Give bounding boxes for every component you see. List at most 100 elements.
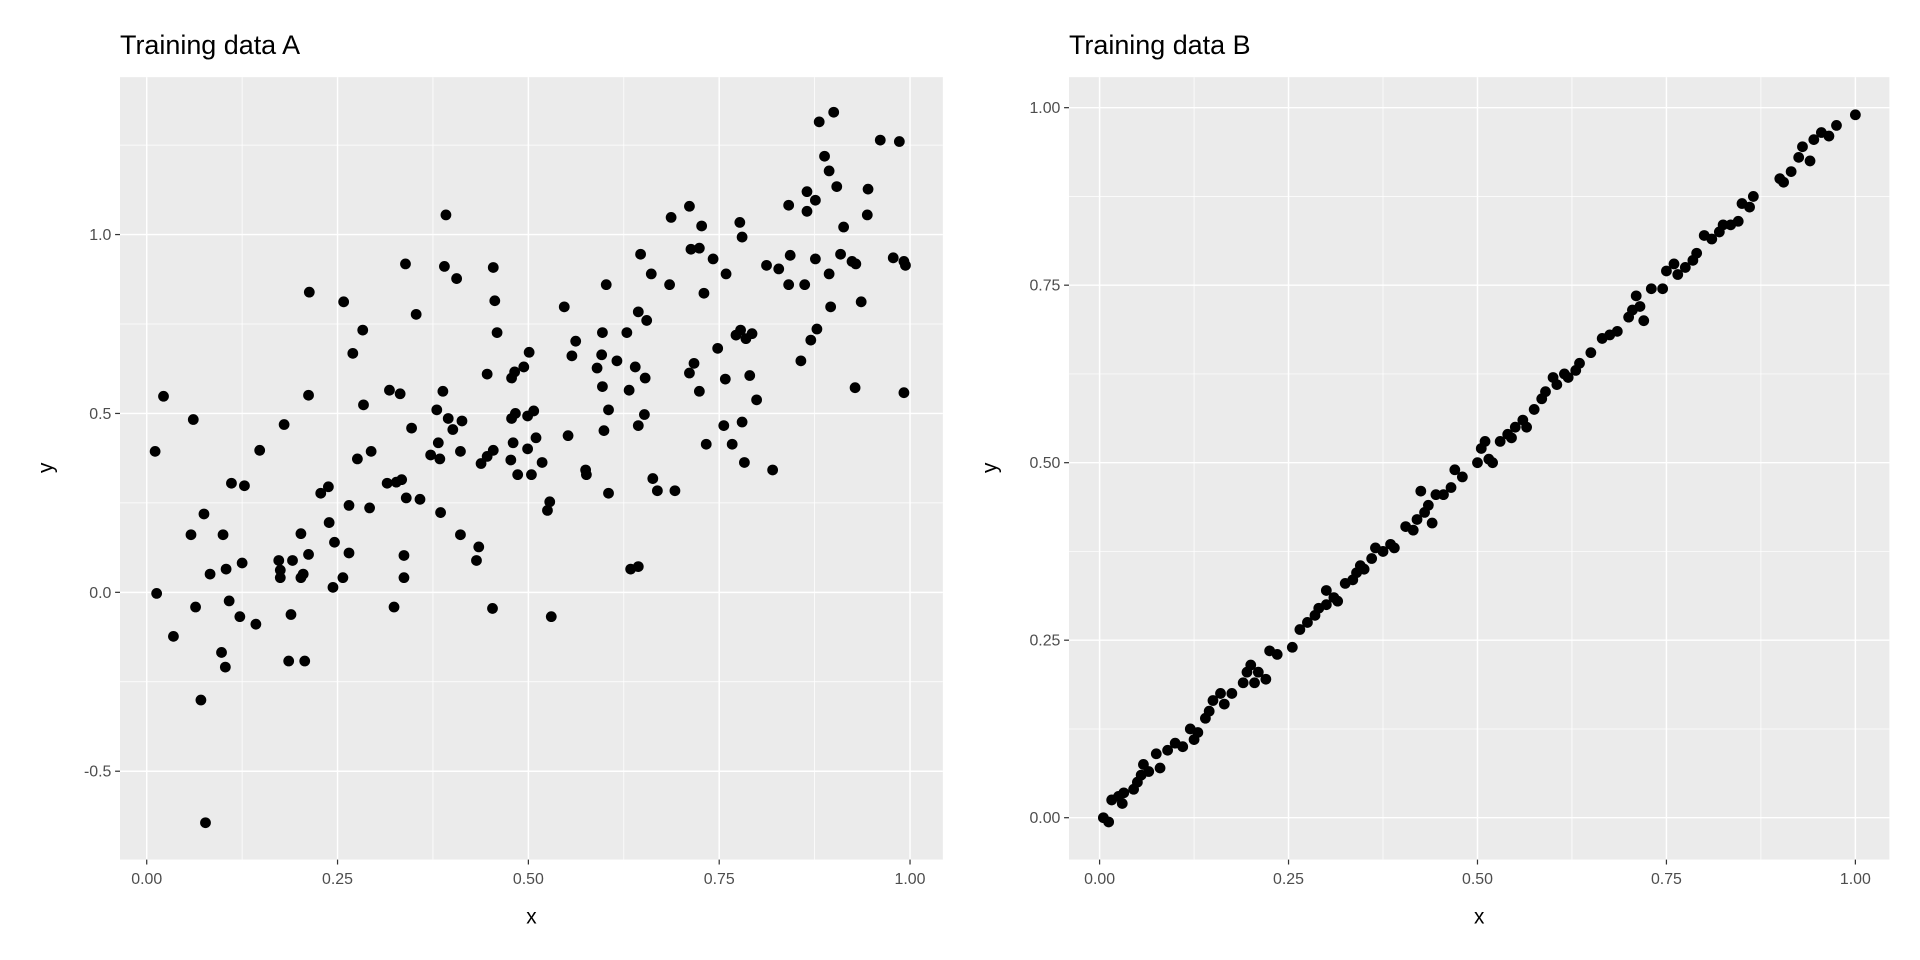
data-point: [217, 529, 229, 541]
data-point: [327, 581, 339, 593]
data-point: [435, 507, 446, 518]
data-point: [1672, 269, 1684, 280]
data-point: [425, 449, 437, 461]
data-point: [862, 183, 874, 195]
data-point: [629, 361, 641, 373]
plot-area: 0.00 0.25 0.50 0.75 1.00 0.00 0.25 0.50 0.75 1.00: [1029, 77, 1890, 888]
data-point: [611, 355, 623, 367]
data-point: [632, 420, 644, 432]
x-axis-title: x: [526, 905, 537, 928]
data-point: [431, 404, 443, 416]
y-tick-label: 0.0: [89, 585, 111, 602]
data-point: [322, 481, 334, 493]
data-point: [475, 458, 487, 469]
data-point: [187, 414, 199, 425]
data-point: [685, 243, 697, 255]
data-point: [1804, 155, 1816, 167]
x-tick-label: 0.25: [322, 871, 353, 888]
data-point: [887, 252, 899, 264]
data-point: [343, 547, 355, 559]
data-point: [398, 550, 410, 561]
data-point: [1797, 141, 1808, 153]
data-point: [1249, 677, 1260, 689]
data-point: [1252, 666, 1264, 678]
data-point: [900, 259, 911, 271]
data-point: [735, 324, 746, 336]
data-point: [338, 296, 350, 308]
data-point: [809, 194, 821, 206]
data-point: [598, 425, 610, 437]
data-point: [597, 327, 608, 338]
x-tick-label: 0.00: [131, 871, 162, 888]
data-point: [200, 817, 211, 829]
data-point: [651, 485, 663, 497]
data-point: [158, 390, 169, 402]
data-point: [739, 457, 750, 468]
data-point: [151, 588, 163, 599]
y-tick-label: 0.5: [89, 406, 111, 423]
data-points: [1097, 109, 1861, 828]
data-point: [1747, 191, 1759, 202]
data-point: [696, 220, 708, 232]
data-point: [1585, 347, 1597, 359]
data-point: [693, 385, 705, 397]
data-point: [347, 347, 359, 359]
data-point: [639, 372, 651, 384]
y-tick-label: 0.00: [1029, 810, 1060, 827]
x-tick-label: 0.75: [704, 871, 735, 888]
data-point: [1218, 698, 1230, 710]
data-point: [509, 366, 521, 378]
data-point: [712, 342, 724, 354]
data-point: [736, 416, 748, 428]
data-point: [299, 655, 311, 667]
data-point: [1294, 624, 1306, 635]
y-tick-label: 0.75: [1029, 278, 1060, 295]
data-point: [1260, 673, 1272, 685]
y-axis-title: y: [35, 462, 58, 473]
data-point: [455, 445, 466, 457]
data-point: [600, 279, 612, 291]
data-point: [1237, 677, 1249, 689]
data-point: [562, 430, 574, 442]
data-point: [1691, 247, 1703, 259]
data-point: [773, 263, 785, 275]
data-point: [337, 572, 349, 584]
data-point: [278, 419, 290, 430]
data-point: [274, 572, 286, 584]
data-point: [893, 136, 905, 147]
data-point: [442, 413, 454, 424]
data-point: [801, 186, 813, 198]
chart-title: Training data B: [1069, 30, 1251, 60]
data-point: [761, 259, 772, 271]
data-point: [1521, 421, 1532, 433]
data-point: [1177, 741, 1189, 753]
data-point: [1162, 744, 1173, 756]
data-point: [352, 453, 363, 465]
data-point: [236, 557, 248, 569]
data-point: [400, 258, 411, 270]
data-point: [1449, 464, 1461, 476]
x-tick-label: 0.25: [1273, 871, 1304, 888]
data-point: [596, 349, 608, 361]
data-point: [297, 568, 309, 580]
data-point: [510, 408, 521, 419]
data-point: [623, 384, 635, 396]
data-point: [720, 268, 732, 280]
data-point: [1388, 542, 1400, 554]
data-point: [523, 346, 535, 358]
data-point: [1657, 283, 1669, 295]
data-point: [1472, 457, 1483, 469]
y-tick-label: 0.25: [1029, 633, 1060, 650]
data-point: [591, 362, 603, 374]
data-point: [1456, 471, 1468, 483]
data-point: [315, 487, 327, 499]
data-point: [406, 422, 417, 434]
data-point: [473, 541, 485, 553]
data-point: [1430, 489, 1442, 501]
data-point: [1438, 489, 1449, 501]
data-point: [850, 258, 862, 270]
data-point: [491, 327, 503, 338]
data-point: [505, 454, 517, 466]
data-point: [570, 335, 582, 347]
